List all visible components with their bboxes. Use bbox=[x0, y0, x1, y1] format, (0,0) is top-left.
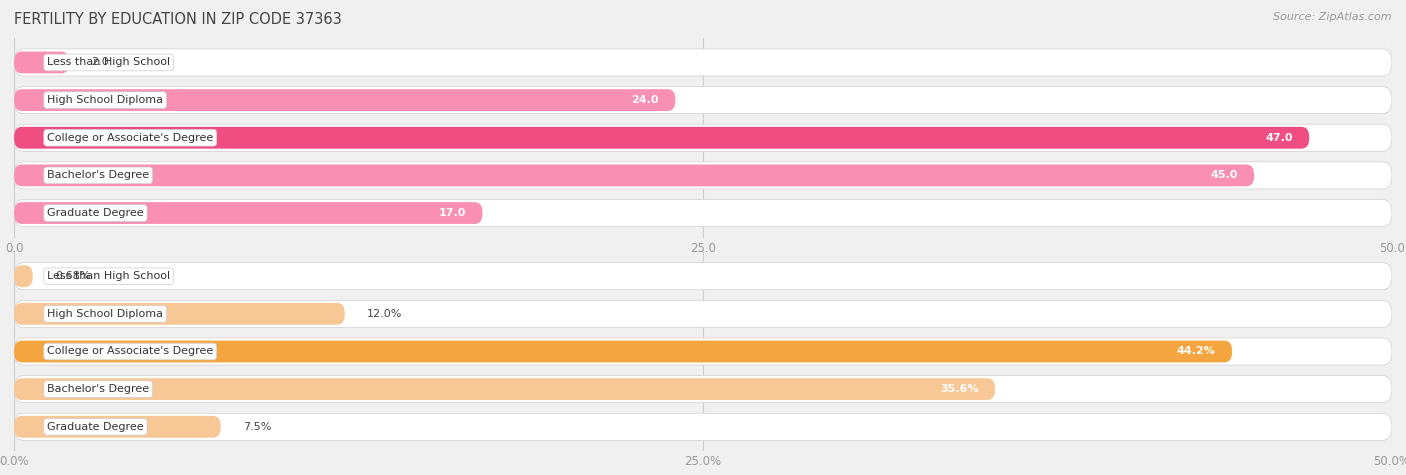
FancyBboxPatch shape bbox=[14, 49, 1392, 76]
Text: College or Associate's Degree: College or Associate's Degree bbox=[48, 346, 214, 357]
FancyBboxPatch shape bbox=[14, 341, 1232, 362]
Text: High School Diploma: High School Diploma bbox=[48, 95, 163, 105]
Text: 7.5%: 7.5% bbox=[243, 422, 271, 432]
Text: 17.0: 17.0 bbox=[439, 208, 465, 218]
FancyBboxPatch shape bbox=[14, 162, 1392, 189]
Text: Less than High School: Less than High School bbox=[48, 271, 170, 281]
Text: College or Associate's Degree: College or Associate's Degree bbox=[48, 133, 214, 143]
Text: 44.2%: 44.2% bbox=[1177, 346, 1216, 357]
FancyBboxPatch shape bbox=[14, 300, 1392, 327]
FancyBboxPatch shape bbox=[14, 52, 69, 73]
FancyBboxPatch shape bbox=[14, 338, 1392, 365]
Text: 2.0: 2.0 bbox=[91, 57, 110, 67]
FancyBboxPatch shape bbox=[14, 124, 1392, 152]
Text: Bachelor's Degree: Bachelor's Degree bbox=[48, 171, 149, 180]
FancyBboxPatch shape bbox=[14, 200, 1392, 227]
FancyBboxPatch shape bbox=[14, 303, 344, 325]
Text: 47.0: 47.0 bbox=[1265, 133, 1292, 143]
FancyBboxPatch shape bbox=[14, 202, 482, 224]
Text: High School Diploma: High School Diploma bbox=[48, 309, 163, 319]
Text: Graduate Degree: Graduate Degree bbox=[48, 422, 143, 432]
FancyBboxPatch shape bbox=[14, 89, 675, 111]
Text: 12.0%: 12.0% bbox=[367, 309, 402, 319]
FancyBboxPatch shape bbox=[14, 127, 1309, 149]
Text: 0.68%: 0.68% bbox=[55, 271, 90, 281]
FancyBboxPatch shape bbox=[14, 266, 32, 287]
Text: 35.6%: 35.6% bbox=[941, 384, 979, 394]
FancyBboxPatch shape bbox=[14, 378, 995, 400]
FancyBboxPatch shape bbox=[14, 413, 1392, 440]
Text: Less than High School: Less than High School bbox=[48, 57, 170, 67]
FancyBboxPatch shape bbox=[14, 263, 1392, 290]
FancyBboxPatch shape bbox=[14, 416, 221, 437]
FancyBboxPatch shape bbox=[14, 164, 1254, 186]
FancyBboxPatch shape bbox=[14, 86, 1392, 114]
Text: Graduate Degree: Graduate Degree bbox=[48, 208, 143, 218]
FancyBboxPatch shape bbox=[14, 376, 1392, 403]
Text: Bachelor's Degree: Bachelor's Degree bbox=[48, 384, 149, 394]
Text: Source: ZipAtlas.com: Source: ZipAtlas.com bbox=[1274, 12, 1392, 22]
Text: FERTILITY BY EDUCATION IN ZIP CODE 37363: FERTILITY BY EDUCATION IN ZIP CODE 37363 bbox=[14, 12, 342, 27]
Text: 45.0: 45.0 bbox=[1211, 171, 1237, 180]
Text: 24.0: 24.0 bbox=[631, 95, 659, 105]
